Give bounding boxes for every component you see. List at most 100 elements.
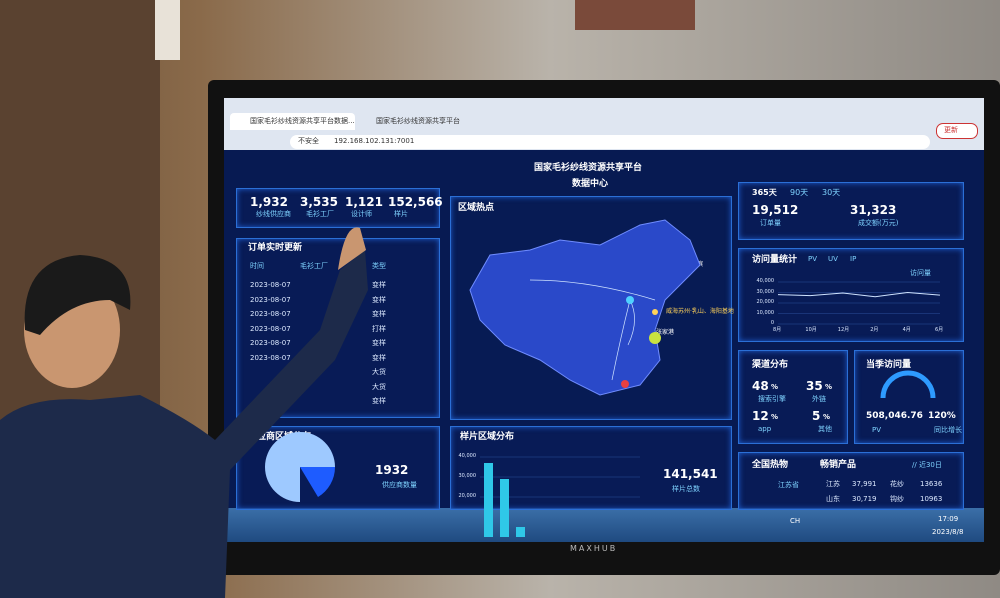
period-tab: 365天 [752,188,777,197]
x-tick-label: 10月 [805,327,817,333]
stat-label: 样片 [394,210,408,218]
province: 江苏省 [778,481,799,489]
channel-value: 12 [752,409,769,423]
y-tick-label: 30,000 [756,288,775,295]
total-value: 31,323 [850,203,897,217]
season-value: 508,046.76 [866,411,923,421]
supplier-label: 供应商数量 [382,481,417,489]
panel-title: 当季访问量 [866,360,912,370]
hot-panel [738,452,964,510]
panel-title: 样片区域分布 [460,432,515,442]
order-type: 变样 [372,310,386,318]
y-tick-label: 20,000 [458,493,477,499]
input-lang: CH [790,517,801,525]
y-tick-label: 10,000 [756,309,775,316]
hot-cell: 江苏 [826,480,840,488]
panel-title: 全国热物 [752,460,789,470]
visits-tab: PV [808,255,818,263]
column-header: 类型 [372,262,386,270]
wall-bracket [155,0,180,60]
stat-value: 152,566 [388,195,443,209]
person-hand [338,227,366,270]
visits-line [777,291,941,298]
update-button[interactable] [936,123,978,139]
dashboard-subtitle: 数据中心 [572,179,609,189]
total-label: 订单量 [760,219,781,227]
taskbar [224,508,984,542]
clock-date: 2023/8/8 [932,528,964,536]
order-date: 2023-08-07 [250,295,291,304]
bar [500,479,509,537]
order-type: 变样 [372,397,386,405]
channel-label: 其他 [818,425,832,433]
pie-decor [300,467,335,497]
column-header: 时间 [250,262,264,270]
season-label: PV [872,426,882,434]
stat-label: 纱线供应商 [256,210,291,218]
order-type: 变样 [372,353,386,362]
person-hair [24,255,131,335]
stat-label: 毛衫工厂 [306,210,334,218]
order-date: 2023-08-07 [250,281,291,289]
channel-unit: % [771,413,779,421]
order-date: 2023-08-07 [250,310,291,318]
map-label: 张家港 [656,329,675,336]
person-shirt [0,250,368,598]
season-panel [854,350,964,444]
column-header: 毛衫工厂 [300,262,328,270]
hot-cell: 花纱 [890,480,904,488]
x-tick-label: 4月 [902,327,911,333]
china-map [469,219,701,396]
channel-value: 5 [812,409,821,423]
clock-time: 17:09 [938,515,959,523]
panel-title: 访问量统计 [752,255,798,265]
map-label: 威海苏州·乳山、海阳基地 [666,308,734,315]
stat-value: 1,932 [250,195,288,209]
hotspot [652,309,658,315]
x-tick-label: 2月 [870,327,879,333]
y-tick-label: 40,000 [756,278,775,284]
order-date: 2023-08-07 [250,339,291,347]
address-bar[interactable] [290,135,930,149]
range-label: // 近30日 [912,461,942,469]
y-tick-label: 40,000 [458,453,477,459]
period-tab: 90天 [790,188,809,197]
stat-value: 3,535 [300,195,338,209]
channel-label: 外链 [812,395,826,403]
hotspot [649,332,661,344]
url: 192.168.102.131:7001 [334,137,415,145]
period-tab: 30天 [822,188,841,197]
growth-label: 同比增长 [934,426,962,434]
total-label: 成交额(万元) [858,219,899,227]
x-tick-label: 6月 [935,327,944,333]
order-date: 2023-08-07 [250,324,291,333]
active-tab[interactable] [230,113,355,130]
samples-panel [450,426,732,510]
samples-total: 141,541 [663,467,718,481]
total-value: 19,512 [752,203,799,217]
monitor-brand: MAXHUB [570,544,618,553]
update-label: 更新 [944,126,958,134]
orders-total-panel [738,182,964,240]
order-date: 2023-08-07 [250,353,291,362]
channel-unit: % [771,383,779,391]
panel-title: 订单实时更新 [248,243,303,253]
legend-label: 访问量 [910,269,931,277]
hotspot [621,380,629,388]
hot-cell: 山东 [826,495,840,503]
visits-tab: UV [828,255,838,263]
visits-tab: IP [850,255,857,263]
hot-cell: 13636 [920,480,943,488]
channel-value: 35 [806,379,823,393]
security-label: 不安全 [298,137,319,145]
order-type: 变样 [372,281,386,289]
panel-title: 区域热点 [458,203,495,213]
channel-value: 48 [752,379,769,393]
order-type: 打样 [372,324,386,333]
panel-title: 供应商区域分布 [248,432,312,442]
channel-panel [738,350,848,444]
panel-title: 渠道分布 [752,360,789,370]
channel-label: app [758,425,772,433]
dashboard-title: 国家毛衫纱线资源共享平台 [534,163,643,173]
